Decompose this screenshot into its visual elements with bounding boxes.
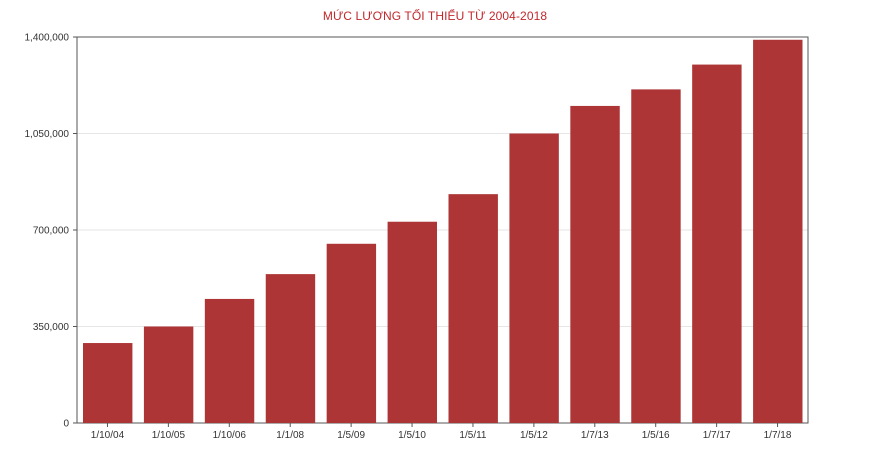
bar (570, 105, 620, 423)
x-tick-label: 1/5/16 (642, 430, 670, 441)
x-tick-label: 1/5/11 (459, 430, 486, 441)
x-tick-label: 1/10/04 (91, 430, 125, 441)
bar (326, 243, 377, 423)
y-tick-label: 1,050,000 (25, 129, 70, 140)
chart-title: MỨC LƯƠNG TỐI THIỂU TỪ 2004-2018 (322, 9, 548, 23)
plot-frame (76, 36, 809, 424)
bar (448, 194, 498, 423)
x-tick-label: 1/7/17 (703, 430, 731, 441)
bar (83, 343, 133, 423)
x-tick-label: 1/5/12 (520, 430, 548, 441)
bar (387, 221, 437, 423)
bar (204, 298, 255, 423)
x-tick-label: 1/10/06 (213, 430, 247, 441)
bar (753, 39, 803, 423)
x-tick-label: 1/5/09 (337, 430, 365, 441)
y-tick-label: 700,000 (33, 226, 70, 237)
x-tick-label: 1/7/18 (764, 430, 792, 441)
bar (692, 64, 742, 424)
x-tick-label: 1/7/13 (581, 430, 609, 441)
y-tick-label: 350,000 (33, 322, 70, 333)
bar (265, 274, 316, 423)
bar (631, 89, 681, 423)
bar (143, 326, 194, 423)
y-tick-label: 1,400,000 (25, 33, 70, 44)
bar (509, 133, 559, 423)
x-tick-label: 1/10/05 (152, 430, 186, 441)
x-tick-label: 1/1/08 (276, 430, 304, 441)
x-tick-label: 1/5/10 (398, 430, 426, 441)
y-tick-label: 0 (63, 419, 69, 430)
